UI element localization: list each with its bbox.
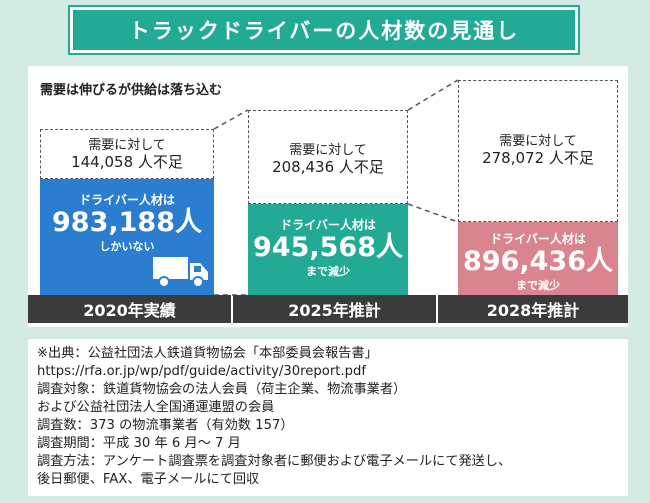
year-label-2028: 2028年推計 (438, 295, 628, 323)
bar-2028-label: ドライバー人材は (490, 232, 586, 246)
truck-icon (153, 257, 208, 288)
shortage-label-2020-value: 144,058 人不足 (71, 153, 183, 171)
bar-2025-label: ドライバー人材は (280, 218, 376, 232)
source-line: ※出典：公益社団法人鉄道貨物協会「本部委員会報告書」 (37, 346, 378, 361)
shortage-label-2028: 需要に対して 278,072 人不足 (458, 133, 618, 167)
source-line: および公益社団法人全国通運連盟の会員 (37, 400, 275, 415)
source-panel: ※出典：公益社団法人鉄道貨物協会「本部委員会報告書」 https://rfa.o… (28, 339, 628, 496)
infographic-title: トラックドライバーの人材数の見通し (70, 7, 578, 53)
bar-2020-value: 983,188人 (52, 207, 202, 238)
connector-line (213, 109, 249, 130)
year-label-2020: 2020年実績 (28, 295, 231, 323)
connector-line (407, 203, 459, 223)
bar-2028-note: まで減少 (516, 279, 560, 292)
source-url[interactable]: https://rfa.or.jp/wp/pdf/guide/activity/… (37, 364, 366, 379)
shortage-box-2028 (458, 80, 618, 222)
shortage-label-2020: 需要に対して 144,058 人不足 (40, 137, 214, 171)
chart-subtitle: 需要は伸びるが供給は落ち込む (40, 83, 223, 98)
shortage-label-2025-value: 208,436 人不足 (272, 158, 384, 176)
bar-2028: ドライバー人材は 896,436人 まで減少 (458, 222, 618, 295)
source-line: 後日郵便、FAX、電子メールにて回収 (37, 472, 260, 487)
source-line: 調査方法：アンケート調査票を調査対象者に郵便および電子メールにて発送し、 (37, 454, 512, 469)
bar-2028-value: 896,436人 (463, 246, 613, 277)
bar-2020-label: ドライバー人材は (79, 193, 175, 207)
source-line: 調査対象：鉄道貨物協会の法人会員（荷主企業、物流事業者） (37, 382, 407, 397)
chart-panel: 需要は伸びるが供給は落ち込む 需要に対して 144,058 人不足 需要に対して… (28, 66, 628, 327)
shortage-label-2025: 需要に対して 208,436 人不足 (248, 142, 408, 176)
connector-line (407, 79, 459, 111)
source-line: 調査数：373 の物流事業者（有効数 157） (37, 418, 294, 433)
bar-2020-note: しかいない (99, 240, 155, 253)
bar-2025: ドライバー人材は 945,568人 まで減少 (248, 204, 408, 295)
source-line: 調査期間：平成 30 年 6 月～ 7 月 (37, 436, 241, 451)
bar-2020: ドライバー人材は 983,188人 しかいない (40, 179, 214, 295)
year-label-2025: 2025年推計 (233, 295, 436, 323)
bar-2025-value: 945,568人 (253, 232, 403, 263)
shortage-box-2020 (40, 129, 214, 179)
shortage-label-2028-value: 278,072 人不足 (482, 149, 594, 167)
shortage-label-2025-line1: 需要に対して (289, 143, 367, 158)
shortage-label-2028-line1: 需要に対して (499, 134, 577, 149)
shortage-label-2020-line1: 需要に対して (88, 138, 166, 153)
shortage-box-2025 (248, 110, 408, 204)
bar-2025-note: まで減少 (306, 265, 350, 278)
